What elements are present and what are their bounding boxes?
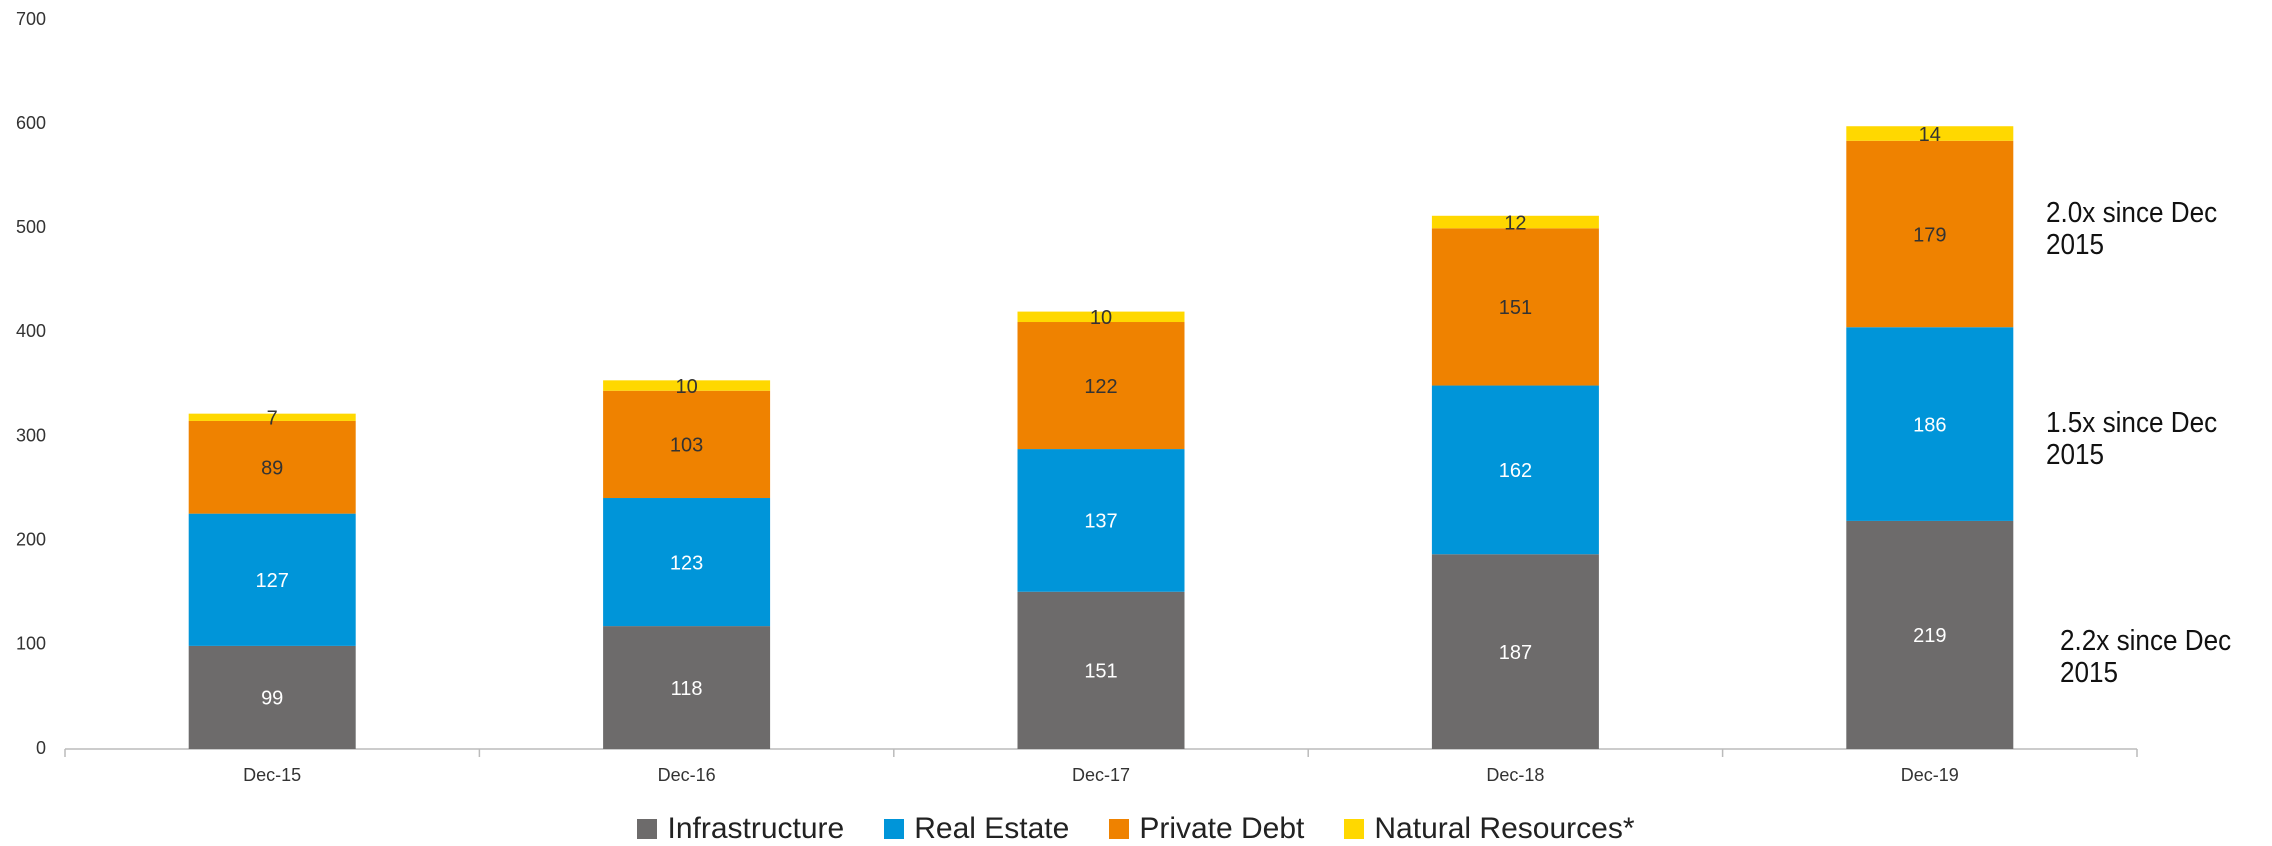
data-label: 10 [675,376,697,398]
bar-segment [603,390,771,499]
bar-segment [1431,228,1599,386]
annotation: 2.0x since Dec 2015 [2046,197,2218,261]
bar-segment [1846,327,2014,521]
bar-segment [1846,140,2014,328]
data-label: 151 [1499,297,1532,319]
x-tick-label: Dec-15 [243,765,301,785]
data-label: 151 [1084,661,1117,683]
y-tick-label: 500 [16,217,46,237]
bar-segment [1017,322,1185,450]
bar-segment [1017,591,1185,749]
legend-label: Private Debt [1139,812,1305,845]
legend-swatch [1109,819,1130,839]
data-label: 10 [1090,307,1112,329]
legend-item: Infrastructure [637,812,844,846]
data-label: 162 [1499,460,1532,482]
data-label: 179 [1913,224,1946,246]
legend-label: Natural Resources* [1374,812,1635,845]
bar-segment [188,413,356,421]
data-label: 89 [261,458,283,480]
data-label: 187 [1499,642,1532,664]
bar-segment [1846,520,2014,749]
x-tick-label: Dec-19 [1901,765,1959,785]
bar-segment [188,513,356,646]
legend-swatch [884,819,905,839]
legend-label: Real Estate [914,812,1070,845]
y-tick-label: 700 [16,9,46,29]
data-label: 127 [256,570,289,592]
bar-segment [188,420,356,514]
y-tick-label: 300 [16,425,46,445]
x-tick-label: Dec-16 [658,765,716,785]
legend: Infrastructure Real Estate Private Debt Nat… [0,812,2272,846]
bar-segment [603,626,771,749]
bar-segment [1431,215,1599,229]
y-tick-label: 100 [16,634,46,654]
legend-item: Natural Resources* [1344,812,1635,846]
annotation: 2.2x since Dec 2015 [2060,625,2232,689]
legend-item: Real Estate [884,812,1069,846]
y-tick-label: 400 [16,321,46,341]
x-tick-label: Dec-18 [1486,765,1544,785]
data-label: 7 [267,408,278,430]
data-label: 219 [1913,625,1946,647]
legend-item: Private Debt [1109,812,1304,846]
annotation: 1.5x since Dec 2015 [2046,407,2218,471]
data-label: 103 [670,435,703,457]
data-label: 137 [1084,511,1117,533]
data-label: 122 [1084,376,1117,398]
data-label: 123 [670,552,703,574]
data-label: 14 [1919,124,1941,146]
data-label: 118 [671,678,703,700]
data-label: 186 [1913,414,1946,436]
bar-segment [1431,385,1599,555]
bar-segment [1017,449,1185,592]
legend-swatch [1344,819,1365,839]
bar-segment [1846,126,2014,141]
bar-segment [603,380,771,391]
bar-segment [188,645,356,749]
legend-label: Infrastructure [667,812,845,845]
data-label: 12 [1504,212,1526,234]
y-tick-label: 600 [16,113,46,133]
bar-segment [1431,554,1599,749]
data-label: 99 [261,688,283,710]
bar-segment [603,498,771,627]
y-tick-label: 0 [36,738,46,758]
x-tick-label: Dec-17 [1072,765,1130,785]
bar-segment [1017,311,1185,323]
legend-swatch [637,819,658,839]
y-tick-label: 200 [16,529,46,549]
